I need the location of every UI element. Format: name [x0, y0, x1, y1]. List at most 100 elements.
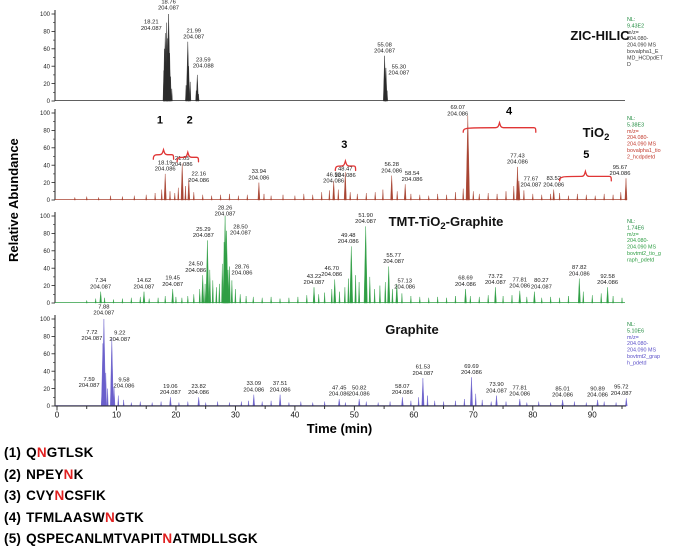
svg-text:51.90: 51.90 — [358, 213, 373, 219]
svg-text:204.086: 204.086 — [248, 175, 269, 181]
svg-text:1: 1 — [157, 114, 163, 126]
svg-text:204.086: 204.086 — [270, 387, 291, 393]
svg-text:69.07: 69.07 — [451, 105, 466, 111]
svg-text:77.81: 77.81 — [513, 277, 528, 283]
svg-text:D: D — [627, 62, 631, 68]
svg-text:ZIC-HILIC: ZIC-HILIC — [570, 28, 630, 43]
peptide-sequence-post: K — [73, 466, 84, 482]
peptide-number: (5) — [4, 531, 22, 546]
svg-text:14.62: 14.62 — [137, 278, 152, 284]
svg-text:204.090 MS: 204.090 MS — [627, 142, 656, 148]
svg-text:80.27: 80.27 — [534, 278, 549, 284]
svg-text:204.087: 204.087 — [160, 390, 181, 396]
peptide-sequence-post: GTK — [114, 509, 145, 525]
svg-text:77.43: 77.43 — [510, 153, 525, 159]
svg-text:20: 20 — [43, 284, 50, 290]
svg-text:10: 10 — [112, 411, 121, 420]
svg-text:5.10E6: 5.10E6 — [627, 328, 644, 334]
svg-text:9.22: 9.22 — [114, 331, 125, 337]
svg-text:204.087: 204.087 — [304, 280, 325, 286]
svg-text:204.086: 204.086 — [335, 173, 356, 179]
svg-text:m/z=: m/z= — [627, 232, 639, 238]
svg-text:19.45: 19.45 — [165, 276, 180, 282]
svg-text:24.50: 24.50 — [188, 262, 203, 268]
svg-text:204.086: 204.086 — [232, 271, 253, 277]
svg-text:73.90: 73.90 — [489, 382, 504, 388]
svg-text:58.07: 58.07 — [395, 384, 410, 390]
svg-text:55.08: 55.08 — [377, 42, 392, 48]
peptide-sequence-post: ATMDLLSGK — [172, 531, 258, 546]
svg-text:204.087: 204.087 — [109, 337, 130, 343]
svg-text:33.94: 33.94 — [252, 169, 267, 175]
svg-text:204.087: 204.087 — [90, 284, 111, 290]
svg-text:204.087: 204.087 — [133, 284, 154, 290]
svg-text:23.82: 23.82 — [191, 384, 206, 390]
svg-text:73.72: 73.72 — [488, 274, 503, 280]
svg-text:204.088: 204.088 — [193, 64, 214, 70]
svg-text:0: 0 — [47, 301, 51, 307]
svg-text:25.29: 25.29 — [196, 227, 211, 233]
peptide-sequence-pre: TFMLAASW — [26, 509, 105, 525]
svg-text:77.67: 77.67 — [524, 176, 539, 182]
svg-text:18.19: 18.19 — [158, 160, 173, 166]
svg-text:4: 4 — [506, 106, 513, 118]
svg-text:204.086: 204.086 — [321, 272, 342, 278]
svg-text:46.52: 46.52 — [326, 172, 341, 178]
svg-text:2: 2 — [187, 114, 193, 126]
svg-text:204.086: 204.086 — [172, 162, 193, 168]
svg-text:204.086: 204.086 — [509, 284, 530, 290]
svg-text:80: 80 — [43, 30, 50, 36]
svg-text:bovalpha1_tio: bovalpha1_tio — [627, 148, 661, 154]
svg-text:3: 3 — [341, 139, 347, 151]
glyco-site-residue: N — [36, 445, 47, 460]
svg-text:60: 60 — [43, 146, 50, 152]
svg-text:0: 0 — [47, 99, 51, 105]
svg-text:TMT-TiO2-Graphite: TMT-TiO2-Graphite — [389, 214, 504, 232]
svg-text:204.086: 204.086 — [447, 111, 468, 117]
svg-text:18.21: 18.21 — [144, 20, 159, 26]
svg-text:204.086: 204.086 — [323, 179, 344, 185]
svg-text:NL:: NL: — [627, 17, 635, 23]
svg-text:60: 60 — [409, 411, 418, 420]
y-axis-label: Relative Abundance — [6, 138, 21, 262]
svg-text:204.086: 204.086 — [507, 160, 528, 166]
svg-text:21.05: 21.05 — [175, 156, 190, 162]
svg-text:40: 40 — [43, 369, 50, 375]
svg-text:204.087: 204.087 — [520, 183, 541, 189]
svg-text:55.30: 55.30 — [392, 64, 407, 70]
svg-text:20: 20 — [171, 411, 180, 420]
peptide-legend: (1) QNGTLSK (2) NPEYNK (3) CVYNCSFIK (4) TFM… — [4, 442, 258, 550]
peptide-sequence-pre: Q — [26, 445, 37, 460]
svg-text:204.087: 204.087 — [162, 282, 183, 288]
svg-text:204.086: 204.086 — [392, 390, 413, 396]
peptide-item: (1) QNGTLSK — [4, 442, 258, 464]
svg-text:0: 0 — [55, 411, 60, 420]
svg-text:raph_pdetd: raph_pdetd — [627, 257, 654, 263]
svg-text:204.086: 204.086 — [113, 384, 134, 390]
svg-text:204.086: 204.086 — [461, 370, 482, 376]
svg-text:204.087: 204.087 — [230, 230, 251, 236]
svg-text:204.086: 204.086 — [349, 392, 370, 398]
svg-text:30: 30 — [231, 411, 240, 420]
svg-text:40: 40 — [43, 266, 50, 272]
svg-text:204.087: 204.087 — [193, 233, 214, 239]
svg-text:1.74E6: 1.74E6 — [627, 225, 644, 231]
svg-text:204.087: 204.087 — [374, 48, 395, 54]
svg-text:19.06: 19.06 — [163, 384, 178, 390]
svg-text:61.53: 61.53 — [416, 365, 431, 371]
peptide-sequence-post: GTLSK — [46, 445, 94, 460]
svg-text:90: 90 — [588, 411, 597, 420]
peptide-item: (5) QSPECANLMTVAPITNATMDLLSGK — [4, 528, 258, 550]
chromatogram-svg: 02040608010018.21204.08718.76204.08721.9… — [40, 0, 664, 420]
peptide-sequence-pre: CVY — [26, 488, 55, 503]
svg-text:28.50: 28.50 — [233, 224, 248, 230]
svg-text:46.70: 46.70 — [324, 266, 339, 272]
svg-text:83.52: 83.52 — [546, 176, 561, 182]
svg-text:NL:: NL: — [627, 322, 635, 328]
x-axis-label: Time (min) — [306, 421, 373, 436]
svg-text:m/z=: m/z= — [627, 129, 639, 135]
svg-text:204.086: 204.086 — [188, 178, 209, 184]
svg-text:90.89: 90.89 — [590, 386, 605, 392]
peptide-sequence-pre: QSPECANLMTVAPIT — [26, 531, 163, 546]
